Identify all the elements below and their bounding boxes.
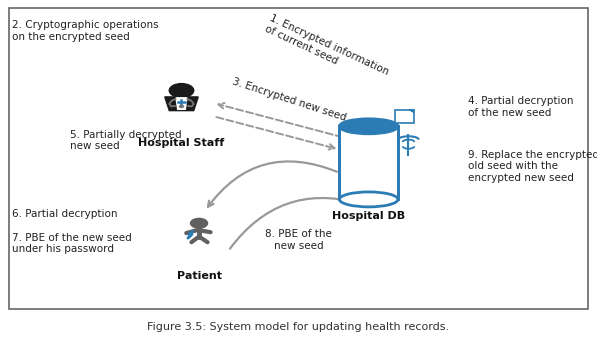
Text: 8. PBE of the
new seed: 8. PBE of the new seed	[265, 229, 332, 251]
Text: 9. Replace the encrypted
old seed with the
encrypted new seed: 9. Replace the encrypted old seed with t…	[468, 149, 597, 183]
Ellipse shape	[340, 119, 398, 134]
Text: 3. Encrypted new seed: 3. Encrypted new seed	[231, 77, 347, 123]
Text: 6. Partial decryption: 6. Partial decryption	[12, 210, 118, 219]
Text: Hospital Staff: Hospital Staff	[139, 138, 224, 148]
Ellipse shape	[340, 192, 398, 207]
Circle shape	[170, 84, 193, 97]
Text: Hospital DB: Hospital DB	[332, 211, 405, 221]
Text: 7. PBE of the new seed
under his password: 7. PBE of the new seed under his passwor…	[12, 233, 131, 254]
Polygon shape	[409, 110, 414, 112]
Text: Figure 3.5: System model for updating health records.: Figure 3.5: System model for updating he…	[147, 322, 450, 332]
Bar	[395, 110, 414, 123]
Text: Patient: Patient	[177, 271, 221, 281]
Text: 4. Partial decryption
of the new seed: 4. Partial decryption of the new seed	[468, 96, 574, 118]
Circle shape	[180, 105, 183, 107]
Polygon shape	[176, 98, 187, 109]
Circle shape	[190, 218, 208, 228]
Polygon shape	[165, 97, 198, 111]
Text: 1. Encrypted information
of current seed: 1. Encrypted information of current seed	[263, 13, 390, 88]
Bar	[340, 126, 398, 199]
Text: 5. Partially decrypted
new seed: 5. Partially decrypted new seed	[70, 129, 182, 151]
Text: 2. Cryptographic operations
on the encrypted seed: 2. Cryptographic operations on the encry…	[12, 20, 158, 42]
